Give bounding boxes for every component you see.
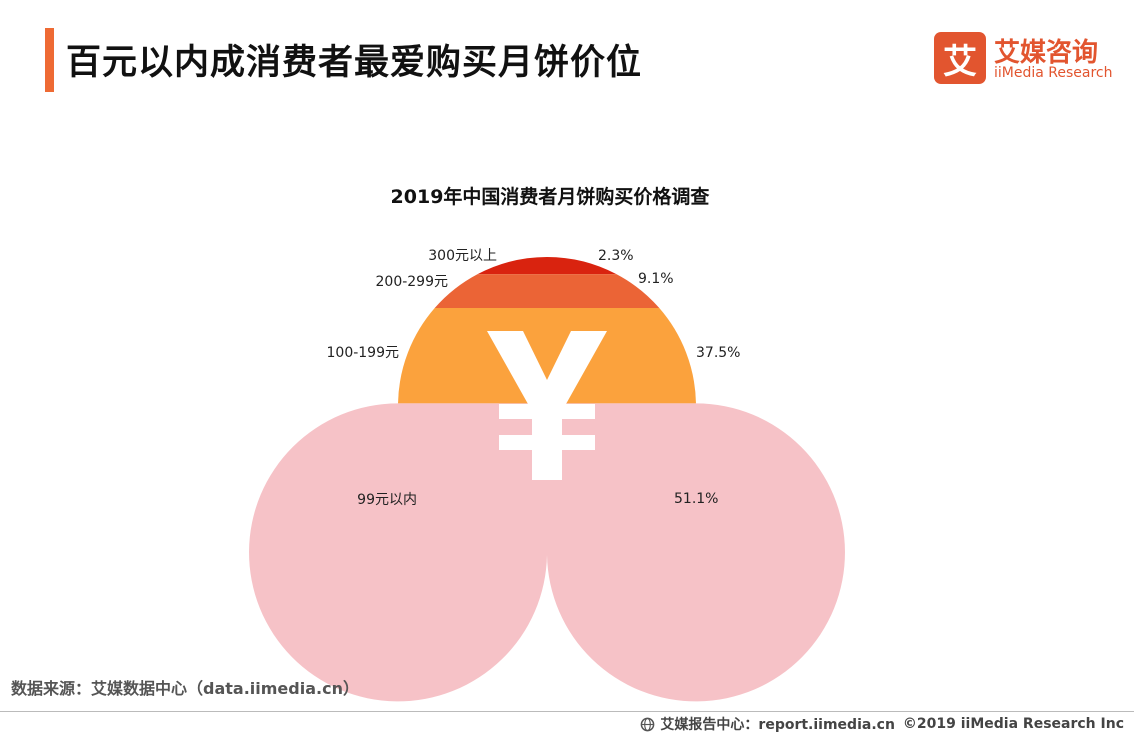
logo-name-cn: 艾媒咨询	[994, 38, 1099, 68]
globe-icon	[641, 717, 655, 731]
slice-value-label: 51.1%	[674, 491, 718, 507]
iimedia-logo[interactable]: 艾 艾媒咨询 iiMedia Research	[934, 32, 1119, 88]
data-source: 数据来源：艾媒数据中心（data.iimedia.cn）	[11, 679, 359, 698]
chart-title: 2019年中国消费者月饼购买价格调查	[390, 186, 710, 208]
page-title: 百元以内成消费者最爱购买月饼价位	[66, 43, 643, 83]
slice-category-label: 99元以内	[357, 492, 417, 508]
slice-value-label: 9.1%	[638, 271, 674, 287]
logo-mark-icon: 艾	[934, 32, 986, 84]
footer-divider	[0, 711, 1134, 712]
slice-value-label: 2.3%	[598, 248, 634, 264]
footer: 艾媒报告中心：report.iimedia.cn ©2019 iiMedia R…	[640, 714, 1124, 734]
yen-icon	[487, 331, 607, 480]
slice-category-label: 300元以上	[428, 248, 497, 264]
pie-slice-1	[477, 257, 617, 275]
slice-value-label: 37.5%	[696, 345, 740, 361]
footer-report-link[interactable]: 艾媒报告中心：report.iimedia.cn	[660, 717, 895, 733]
title-accent-bar	[45, 28, 54, 92]
pie-slice-3	[398, 308, 696, 404]
logo-name-en: iiMedia Research	[994, 65, 1113, 81]
slice-category-label: 100-199元	[327, 345, 400, 361]
pie-slice-4	[249, 403, 845, 702]
footer-copyright: ©2019 iiMedia Research Inc	[902, 716, 1124, 732]
pie-slice-2	[434, 274, 660, 309]
slice-category-label: 200-299元	[376, 274, 449, 290]
